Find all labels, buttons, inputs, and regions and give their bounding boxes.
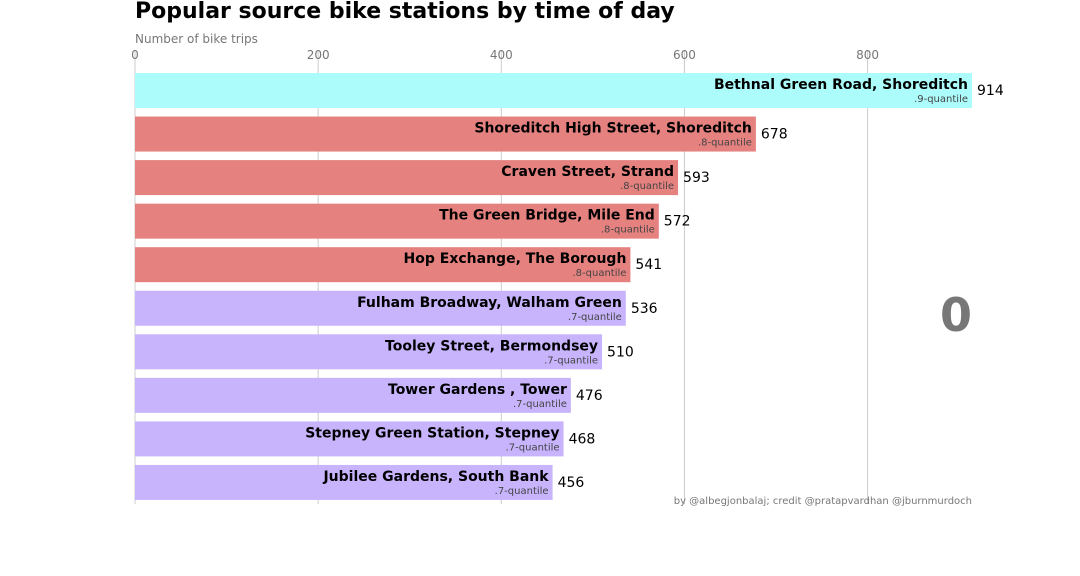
bar-category-label: Tower Gardens , Tower bbox=[388, 382, 567, 398]
bar-value-label: 468 bbox=[569, 431, 596, 447]
bar-group: Craven Street, Strand.8-quantile 593 bbox=[135, 160, 710, 196]
bar-quantile-label: .7-quantile bbox=[506, 442, 560, 453]
bar-value-label: 456 bbox=[558, 475, 585, 491]
bar-group: Tooley Street, Bermondsey.7-quantile 510 bbox=[135, 334, 634, 370]
x-axis-ticks: 0 200 400 600 800 bbox=[131, 48, 879, 62]
bar-value-label: 510 bbox=[607, 344, 634, 360]
bar-category-label: Jubilee Gardens, South Bank bbox=[322, 469, 549, 485]
bar bbox=[135, 247, 631, 283]
bar bbox=[135, 421, 564, 457]
bar-group: Jubilee Gardens, South Bank.7-quantile 45… bbox=[135, 464, 585, 500]
bar-category-label: Craven Street, Strand bbox=[501, 164, 674, 180]
bar-quantile-label: .8-quantile bbox=[572, 268, 626, 279]
bar bbox=[135, 377, 571, 413]
bar-category-label: Tooley Street, Bermondsey bbox=[385, 338, 598, 354]
bar bbox=[135, 116, 756, 152]
bars: Bethnal Green Road, Shoreditch.9-quantil… bbox=[135, 73, 1004, 500]
credit-text: by @albegjonbalaj; credit @pratapvardhan… bbox=[674, 496, 972, 507]
bar bbox=[135, 73, 972, 108]
bar bbox=[135, 203, 659, 239]
bar-category-label: Fulham Broadway, Walham Green bbox=[357, 295, 622, 311]
bar-value-label: 593 bbox=[683, 170, 710, 186]
bar-group: The Green Bridge, Mile End.8-quantile 572 bbox=[135, 203, 691, 239]
bar-quantile-label: .8-quantile bbox=[698, 138, 752, 149]
bar-category-label: The Green Bridge, Mile End bbox=[439, 208, 655, 224]
bar-value-label: 572 bbox=[664, 214, 691, 230]
bar-category-label: Stepney Green Station, Stepney bbox=[305, 425, 559, 441]
bar-quantile-label: .7-quantile bbox=[568, 312, 622, 323]
bar bbox=[135, 160, 679, 196]
x-tick-label: 0 bbox=[131, 48, 139, 62]
bar-value-label: 536 bbox=[631, 301, 658, 317]
bar bbox=[135, 290, 626, 326]
chart-title: Popular source bike stations by time of … bbox=[135, 0, 675, 24]
bar-quantile-label: .9-quantile bbox=[914, 94, 968, 105]
bar-category-label: Hop Exchange, The Borough bbox=[404, 251, 627, 267]
bar-quantile-label: .8-quantile bbox=[601, 225, 655, 236]
bar-group: Fulham Broadway, Walham Green.7-quantile… bbox=[135, 290, 658, 326]
bar-group: Shoreditch High Street, Shoreditch.8-qua… bbox=[135, 116, 788, 152]
bar bbox=[135, 334, 603, 370]
bar-group: Stepney Green Station, Stepney.7-quantil… bbox=[135, 421, 596, 457]
bar-group: Tower Gardens , Tower.7-quantile 476 bbox=[135, 377, 603, 413]
bar-group: Bethnal Green Road, Shoreditch.9-quantil… bbox=[135, 73, 1004, 108]
x-tick-label: 400 bbox=[490, 48, 513, 62]
bar-quantile-label: .7-quantile bbox=[495, 486, 549, 497]
bar-group: Hop Exchange, The Borough.8-quantile 541 bbox=[135, 247, 662, 283]
bar bbox=[135, 464, 553, 500]
bar-value-label: 914 bbox=[977, 83, 1004, 99]
bar-value-label: 678 bbox=[761, 127, 788, 143]
x-tick-label: 200 bbox=[307, 48, 330, 62]
x-tick-label: 800 bbox=[856, 48, 879, 62]
bar-quantile-label: .8-quantile bbox=[620, 181, 674, 192]
bar-category-label: Shoreditch High Street, Shoreditch bbox=[474, 121, 752, 137]
x-axis-label: Number of bike trips bbox=[135, 32, 258, 46]
time-of-day-label: 0 bbox=[940, 288, 972, 342]
bar-value-label: 476 bbox=[576, 388, 603, 404]
bar-quantile-label: .7-quantile bbox=[513, 399, 567, 410]
bar-value-label: 541 bbox=[635, 257, 662, 273]
bar-category-label: Bethnal Green Road, Shoreditch bbox=[714, 77, 968, 93]
x-tick-label: 600 bbox=[673, 48, 696, 62]
bar-quantile-label: .7-quantile bbox=[544, 355, 598, 366]
